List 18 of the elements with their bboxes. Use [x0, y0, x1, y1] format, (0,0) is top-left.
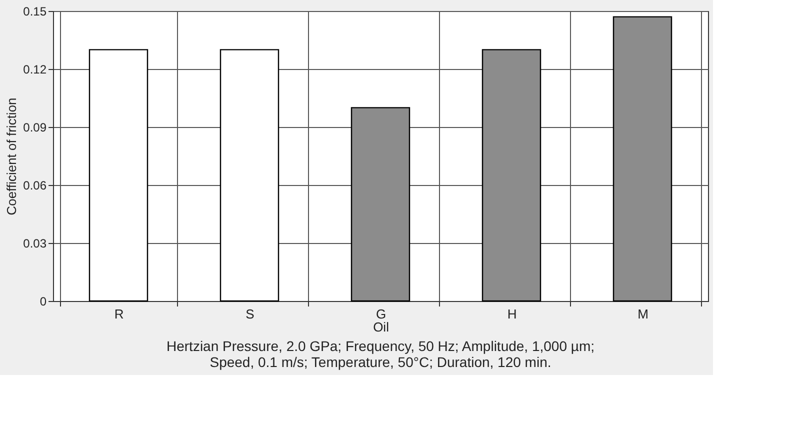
y-axis-title: Coefficient of friction	[4, 98, 20, 216]
x-tick-label: S	[246, 306, 255, 322]
x-tick-label: R	[114, 306, 124, 322]
text: Hertzian Pressure, 2.0 GPa; Frequency, 50 Hz; Amplitude, 1,000 µm;	[166, 338, 595, 354]
y-tick-label: 0	[40, 294, 47, 308]
y-tick-label: 0.06	[23, 178, 47, 192]
y-tick-label: 0.09	[23, 120, 47, 134]
x-tick-label: M	[638, 306, 648, 322]
x-tick-label: H	[507, 306, 517, 322]
x-axis-title: Oil	[373, 320, 390, 334]
text: Speed, 0.1 m/s; Temperature, 50°C; Duration, 120 min.	[210, 354, 552, 370]
x-tick-label: G	[376, 306, 386, 322]
bar	[350, 107, 410, 302]
bar	[612, 16, 672, 302]
y-tick-label: 0.03	[23, 236, 47, 250]
y-tick-label: 0.15	[23, 4, 47, 18]
y-tick-label: 0.12	[23, 62, 47, 76]
bar	[482, 49, 542, 302]
